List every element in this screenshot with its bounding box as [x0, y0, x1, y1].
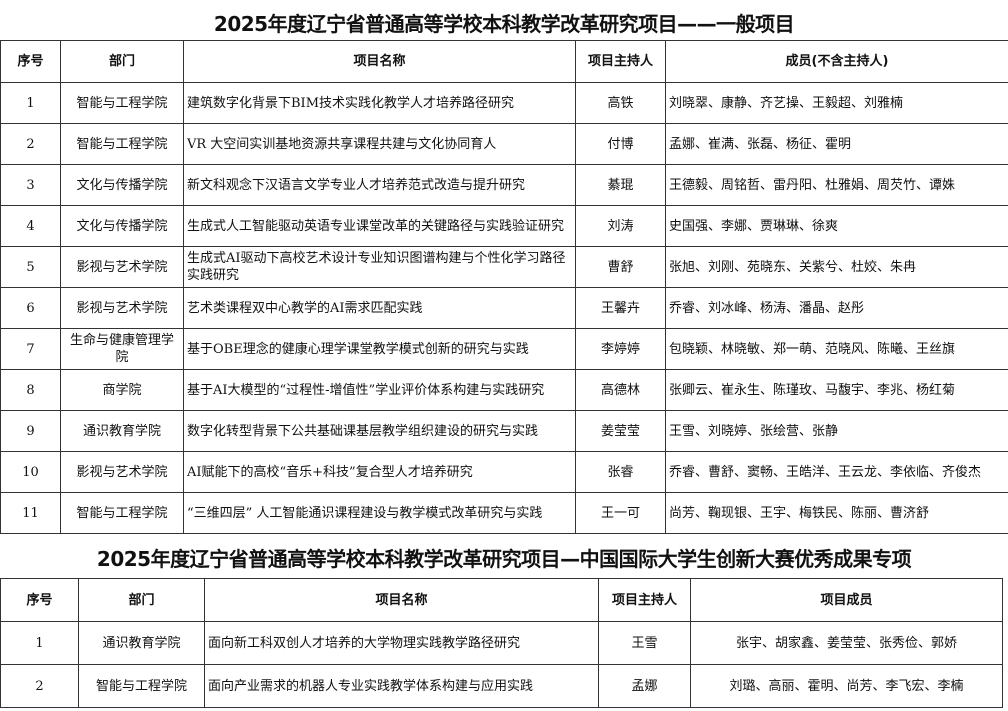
cell-department: 影视与艺术学院	[60, 451, 184, 493]
cell-members: 刘晓翠、康静、齐艺操、王毅超、刘雅楠	[665, 82, 1008, 124]
table-row: 3 文化与传播学院 新文科观念下汉语言文学专业人才培养范式改造与提升研究 綦琨 王德毅、…	[0, 164, 1008, 206]
table-row: 8 商学院 基于AI大模型的“过程性-增值性”学业评价体系构建与实践研究 高德林 张卿云…	[0, 369, 1008, 411]
cell-index: 6	[0, 287, 61, 329]
cell-members: 张宇、胡家鑫、姜莹莹、张秀俭、郭娇	[690, 621, 1003, 665]
cell-host: 王雪	[598, 621, 691, 665]
table-row: 7 生命与健康管理学院 基于OBE理念的健康心理学课堂教学模式创新的研究与实践 李婷婷…	[0, 328, 1008, 370]
cell-project-name: 新文科观念下汉语言文学专业人才培养范式改造与提升研究	[183, 164, 576, 206]
cell-index: 4	[0, 205, 61, 247]
table1-title: 2025年度辽宁省普通高等学校本科教学改革研究项目——一般项目	[213, 12, 795, 36]
cell-members: 尚芳、鞠现银、王宇、梅铁民、陈丽、曹济舒	[665, 492, 1008, 534]
cell-members: 王德毅、周铭哲、雷丹阳、杜雅娟、周芡竹、谭姝	[665, 164, 1008, 206]
table-row: 1 通识教育学院 面向新工科双创人才培养的大学物理实践教学路径研究 王雪 张宇、胡家鑫、…	[0, 621, 1003, 665]
cell-index: 2	[0, 664, 79, 708]
cell-members: 史国强、李娜、贾琳琳、徐爽	[665, 205, 1008, 247]
cell-members: 王雪、刘晓婷、张绘营、张静	[665, 410, 1008, 452]
cell-project-name: AI赋能下的高校“音乐+科技”复合型人才培养研究	[183, 451, 576, 493]
cell-project-name: 数字化转型背景下公共基础课基层教学组织建设的研究与实践	[183, 410, 576, 452]
cell-host: 王馨卉	[575, 287, 666, 329]
table-row: 1 智能与工程学院 建筑数字化背景下BIM技术实践化教学人才培养路径研究 高铁 刘晓翠、…	[0, 82, 1008, 124]
table-row: 9 通识教育学院 数字化转型背景下公共基础课基层教学组织建设的研究与实践 姜莹莹 王雪、…	[0, 410, 1008, 452]
table2-title: 2025年度辽宁省普通高等学校本科教学改革研究项目—中国国际大学生创新大赛优秀成…	[96, 547, 912, 571]
general-projects-table: 序号 部门 项目名称 项目主持人 成员(不含主持人) 1 智能与工程学院 建筑数字化背景下B…	[0, 40, 1008, 534]
cell-department: 文化与传播学院	[60, 164, 184, 206]
cell-department: 文化与传播学院	[60, 205, 184, 247]
cell-project-name: 生成式AI驱动下高校艺术设计专业知识图谱构建与个性化学习路径实践研究	[183, 246, 576, 288]
cell-department: 影视与艺术学院	[60, 246, 184, 288]
cell-index: 11	[0, 492, 61, 534]
cell-project-name: 建筑数字化背景下BIM技术实践化教学人才培养路径研究	[183, 82, 576, 124]
header-host: 项目主持人	[598, 578, 691, 622]
cell-department: 商学院	[60, 369, 184, 411]
cell-index: 3	[0, 164, 61, 206]
cell-department: 通识教育学院	[60, 410, 184, 452]
header-project-name: 项目名称	[183, 40, 576, 83]
innovation-contest-projects-table: 序号 部门 项目名称 项目主持人 项目成员 1 通识教育学院 面向新工科双创人才培养的大学物…	[0, 578, 1003, 708]
cell-index: 2	[0, 123, 61, 165]
cell-department: 通识教育学院	[78, 621, 205, 665]
cell-host: 王一可	[575, 492, 666, 534]
cell-host: 付博	[575, 123, 666, 165]
cell-host: 高铁	[575, 82, 666, 124]
cell-host: 高德林	[575, 369, 666, 411]
table-row: 2 智能与工程学院 面向产业需求的机器人专业实践教学体系构建与应用实践 孟娜 刘璐、高丽…	[0, 664, 1003, 708]
cell-department: 智能与工程学院	[60, 82, 184, 124]
table-row: 2 智能与工程学院 VR 大空间实训基地资源共享课程共建与文化协同育人 付博 孟娜、崔满…	[0, 123, 1008, 165]
cell-index: 7	[0, 328, 61, 370]
header-members: 成员(不含主持人)	[665, 40, 1008, 83]
cell-index: 1	[0, 621, 79, 665]
cell-host: 曹舒	[575, 246, 666, 288]
table-row: 5 影视与艺术学院 生成式AI驱动下高校艺术设计专业知识图谱构建与个性化学习路径实践…	[0, 246, 1008, 288]
cell-project-name: 面向新工科双创人才培养的大学物理实践教学路径研究	[204, 621, 599, 665]
cell-project-name: 生成式人工智能驱动英语专业课堂改革的关键路径与实践验证研究	[183, 205, 576, 247]
cell-members: 乔睿、曹舒、窦畅、王皓洋、王云龙、李依临、齐俊杰	[665, 451, 1008, 493]
cell-members: 张卿云、崔永生、陈瑾玫、马馥宇、李兆、杨红菊	[665, 369, 1008, 411]
header-index: 序号	[0, 578, 79, 622]
cell-members: 张旭、刘刚、苑晓东、关紫兮、杜姣、朱冉	[665, 246, 1008, 288]
cell-project-name: 艺术类课程双中心教学的AI需求匹配实践	[183, 287, 576, 329]
cell-department: 智能与工程学院	[60, 123, 184, 165]
cell-host: 刘涛	[575, 205, 666, 247]
cell-host: 孟娜	[598, 664, 691, 708]
cell-host: 张睿	[575, 451, 666, 493]
cell-project-name: 基于OBE理念的健康心理学课堂教学模式创新的研究与实践	[183, 328, 576, 370]
table-row: 10 影视与艺术学院 AI赋能下的高校“音乐+科技”复合型人才培养研究 张睿 乔睿、曹舒…	[0, 451, 1008, 493]
cell-department: 智能与工程学院	[78, 664, 205, 708]
table-row: 4 文化与传播学院 生成式人工智能驱动英语专业课堂改革的关键路径与实践验证研究 刘涛史…	[0, 205, 1008, 247]
header-row: 序号 部门 项目名称 项目主持人 成员(不含主持人)	[0, 40, 1008, 83]
header-host: 项目主持人	[575, 40, 666, 83]
cell-index: 1	[0, 82, 61, 124]
header-department: 部门	[78, 578, 205, 622]
cell-index: 10	[0, 451, 61, 493]
cell-members: 包晓颖、林晓敏、郑一萌、范晓风、陈曦、王丝旗	[665, 328, 1008, 370]
cell-project-name: VR 大空间实训基地资源共享课程共建与文化协同育人	[183, 123, 576, 165]
cell-host: 綦琨	[575, 164, 666, 206]
table-row: 11 智能与工程学院 “三维四层” 人工智能通识课程建设与教学模式改革研究与实践 王一…	[0, 492, 1008, 534]
cell-host: 李婷婷	[575, 328, 666, 370]
cell-index: 5	[0, 246, 61, 288]
cell-project-name: “三维四层” 人工智能通识课程建设与教学模式改革研究与实践	[183, 492, 576, 534]
cell-index: 8	[0, 369, 61, 411]
cell-index: 9	[0, 410, 61, 452]
header-row: 序号 部门 项目名称 项目主持人 项目成员	[0, 578, 1003, 622]
header-index: 序号	[0, 40, 61, 83]
cell-members: 孟娜、崔满、张磊、杨征、霍明	[665, 123, 1008, 165]
cell-department: 智能与工程学院	[60, 492, 184, 534]
header-project-name: 项目名称	[204, 578, 599, 622]
cell-department: 生命与健康管理学院	[60, 328, 184, 370]
cell-project-name: 面向产业需求的机器人专业实践教学体系构建与应用实践	[204, 664, 599, 708]
cell-department: 影视与艺术学院	[60, 287, 184, 329]
cell-host: 姜莹莹	[575, 410, 666, 452]
header-members: 项目成员	[690, 578, 1003, 622]
table-row: 6 影视与艺术学院 艺术类课程双中心教学的AI需求匹配实践 王馨卉 乔睿、刘冰峰、杨涛、…	[0, 287, 1008, 329]
cell-project-name: 基于AI大模型的“过程性-增值性”学业评价体系构建与实践研究	[183, 369, 576, 411]
header-department: 部门	[60, 40, 184, 83]
cell-members: 刘璐、高丽、霍明、尚芳、李飞宏、李楠	[690, 664, 1003, 708]
cell-members: 乔睿、刘冰峰、杨涛、潘晶、赵彤	[665, 287, 1008, 329]
